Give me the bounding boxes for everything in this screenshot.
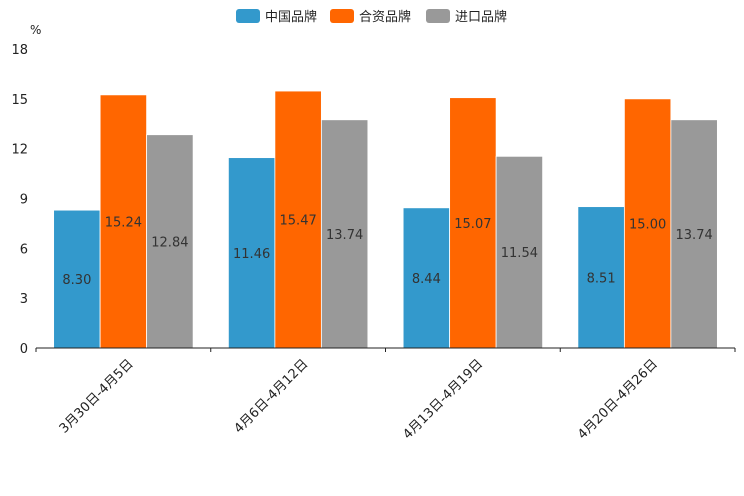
legend: 中国品牌 合资品牌 进口品牌 [236,9,507,25]
bar-value-label: 11.46 [233,247,270,262]
bar [99,94,148,349]
bar-value-label: 15.00 [629,217,666,232]
y-tick-label: 6 [20,242,28,257]
x-category-label: 4月13日-4月19日 [400,357,486,443]
bar [670,119,718,349]
legend-item[interactable]: 进口品牌 [426,9,507,25]
bar-value-label: 13.74 [676,228,713,243]
bar-value-label: 8.30 [62,273,91,288]
bar-value-label: 15.47 [280,214,317,229]
legend-label: 合资品牌 [359,9,411,25]
bar-value-label: 13.74 [326,228,363,243]
bar [320,119,369,349]
y-tick-label: 9 [20,193,28,208]
legend-swatch [426,9,450,23]
bar [227,157,276,349]
bar-value-label: 11.54 [501,246,538,261]
x-category-label: 4月6日-4月12日 [231,357,311,437]
y-tick-label: 18 [11,43,28,58]
bar [274,90,322,349]
legend-item[interactable]: 中国品牌 [236,9,317,25]
bar-value-label: 8.51 [587,271,616,286]
y-axis: 0 3 6 9 12 15 18 [11,43,28,357]
legend-swatch [236,9,260,23]
bars: 8.30 15.24 12.84 11.46 15.47 13.74 8.44 15.07 11… [53,90,718,349]
y-axis-unit: % [30,23,41,37]
legend-item[interactable]: 合资品牌 [330,9,411,25]
y-tick-label: 0 [20,342,28,357]
x-category-label: 4月20日-4月26日 [575,357,661,443]
bar [449,97,497,349]
bar [53,209,101,349]
bar-value-label: 15.07 [454,217,491,232]
x-axis: 3月30日-4月5日 4月6日-4月12日 4月13日-4月19日 4月20日-4月2… [35,347,736,443]
x-category-label: 3月30日-4月5日 [57,357,137,437]
y-tick-label: 12 [11,143,28,158]
bar [146,134,194,349]
legend-swatch [330,9,354,23]
y-tick-label: 15 [11,93,28,108]
legend-label: 进口品牌 [455,9,507,25]
bar [577,206,625,349]
bar-value-label: 12.84 [151,235,188,250]
legend-label: 中国品牌 [265,9,317,25]
y-tick-label: 3 [20,292,28,307]
bar-value-label: 15.24 [105,215,142,230]
bar-value-label: 8.44 [412,272,441,287]
